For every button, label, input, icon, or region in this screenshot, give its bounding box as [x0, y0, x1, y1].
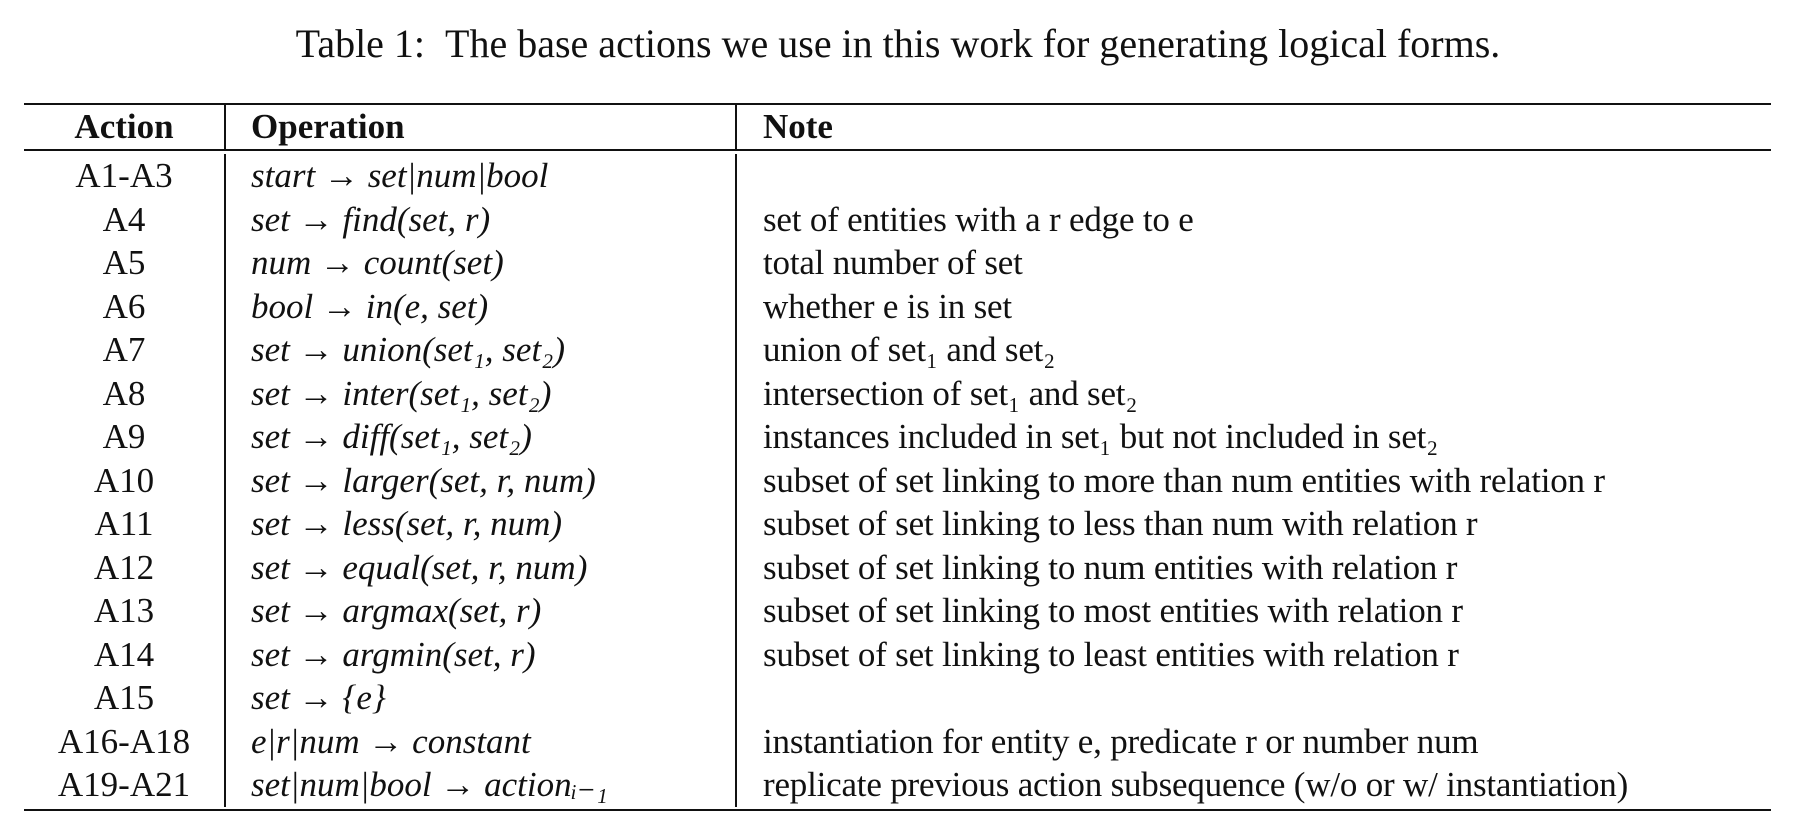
- note-cell: subset of set linking to most entities w…: [763, 591, 1463, 630]
- table-row: A7 set → union(set₁, set₂) union of set₁…: [24, 328, 1771, 372]
- note-cell: union of set₁ and set₂: [763, 330, 1056, 369]
- note-cell: intersection of set₁ and set₂: [763, 373, 1138, 413]
- table-row: A11 set → less(set, r, num) subset of se…: [24, 502, 1771, 546]
- operation-cell: set → union(set₁, set₂): [226, 328, 737, 372]
- caption-label: Table 1:: [295, 21, 426, 66]
- table-row: A12 set → equal(set, r, num) subset of s…: [24, 545, 1771, 589]
- header-action: Action: [24, 105, 226, 149]
- table-row: A9 set → diff(set₁, set₂) instances incl…: [24, 415, 1771, 459]
- action-cell: A11: [24, 502, 226, 546]
- action-cell: A4: [24, 197, 226, 241]
- action-cell: A9: [24, 415, 226, 459]
- note-cell: subset of set linking to num entities wi…: [763, 547, 1458, 587]
- operation-cell: e|r|num → constant: [226, 719, 737, 763]
- operation-cell: set → inter(set₁, set₂): [226, 371, 737, 415]
- note-cell: instantiation for entity e, predicate r …: [763, 721, 1479, 761]
- table-caption: Table 1: The base actions we use in this …: [0, 18, 1796, 70]
- table-row: A6 bool → in(e, set) whether e is in set: [24, 284, 1771, 328]
- action-cell: A7: [24, 328, 226, 372]
- operation-cell: set|num|bool → actionᵢ₋₁: [226, 763, 737, 807]
- operation-cell: set → find(set, r): [226, 197, 737, 241]
- operation-cell: set → diff(set₁, set₂): [226, 415, 737, 459]
- action-cell: A19-A21: [24, 763, 226, 807]
- note-cell: instances included in set₁ but not inclu…: [763, 417, 1439, 456]
- action-cell: A6: [24, 284, 226, 328]
- note-cell: subset of set linking to least entities …: [763, 634, 1459, 674]
- operation-cell: set → less(set, r, num): [226, 502, 737, 546]
- action-cell: A5: [24, 241, 226, 285]
- table-row: A14 set → argmin(set, r) subset of set l…: [24, 632, 1771, 676]
- caption-text: The base actions we use in this work for…: [445, 21, 1501, 66]
- table-row: A13 set → argmax(set, r) subset of set l…: [24, 589, 1771, 633]
- operation-cell: set → {e}: [226, 676, 737, 720]
- table-body: A1-A3 start → set|num|bool A4 set → find…: [24, 151, 1771, 809]
- note-cell: total number of set: [763, 243, 1023, 282]
- table-row: A16-A18 e|r|num → constant instantiation…: [24, 719, 1771, 763]
- action-cell: A14: [24, 632, 226, 676]
- note-cell: [737, 676, 1771, 720]
- operation-cell: set → equal(set, r, num): [226, 545, 737, 589]
- note-cell: subset of set linking to less than num w…: [763, 504, 1478, 543]
- operation-cell: set → argmin(set, r): [226, 632, 737, 676]
- table-row: A5 num → count(set) total number of set: [24, 241, 1771, 285]
- action-cell: A8: [24, 371, 226, 415]
- action-cell: A12: [24, 545, 226, 589]
- table-row: A8 set → inter(set₁, set₂) intersection …: [24, 371, 1771, 415]
- action-cell: A15: [24, 676, 226, 720]
- operation-cell: num → count(set): [226, 241, 737, 285]
- action-cell: A13: [24, 589, 226, 633]
- table-row: A4 set → find(set, r) set of entities wi…: [24, 197, 1771, 241]
- table-header-row: Action Operation Note: [24, 105, 1771, 151]
- note-cell: subset of set linking to more than num e…: [763, 460, 1605, 500]
- header-note: Note: [763, 107, 833, 146]
- note-cell: whether e is in set: [763, 286, 1012, 326]
- actions-table: Action Operation Note A1-A3 start → set|…: [24, 103, 1771, 811]
- table-row: A1-A3 start → set|num|bool: [24, 154, 1771, 198]
- header-operation: Operation: [226, 105, 737, 149]
- action-cell: A16-A18: [24, 719, 226, 763]
- operation-cell: start → set|num|bool: [226, 154, 737, 198]
- table-row: A15 set → {e}: [24, 676, 1771, 720]
- table-row: A10 set → larger(set, r, num) subset of …: [24, 458, 1771, 502]
- operation-cell: bool → in(e, set): [226, 284, 737, 328]
- action-cell: A10: [24, 458, 226, 502]
- note-cell: [737, 154, 1771, 198]
- table-row: A19-A21 set|num|bool → actionᵢ₋₁ replica…: [24, 763, 1771, 807]
- action-cell: A1-A3: [24, 154, 226, 198]
- note-cell: set of entities with a r edge to e: [763, 199, 1194, 239]
- operation-cell: set → argmax(set, r): [226, 589, 737, 633]
- note-cell: replicate previous action subsequence (w…: [763, 765, 1629, 804]
- operation-cell: set → larger(set, r, num): [226, 458, 737, 502]
